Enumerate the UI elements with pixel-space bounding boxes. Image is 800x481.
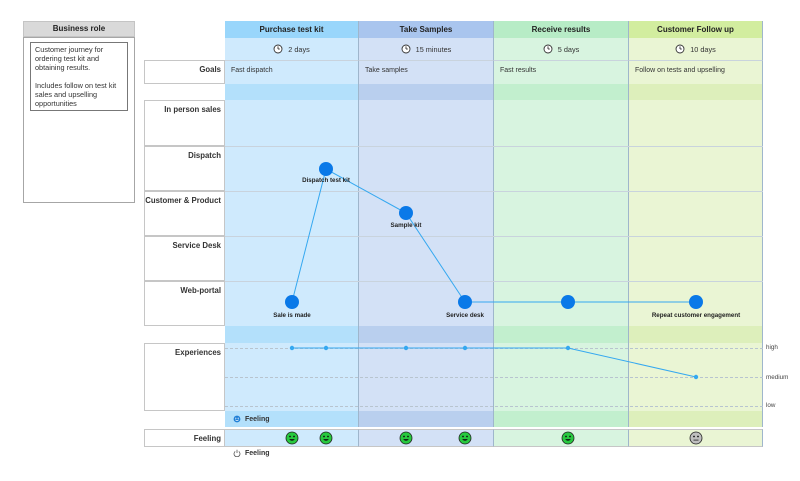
touchpoint-label-sample-kit: Sample kit [390,222,422,229]
phase-band-feeling [225,411,359,427]
touchpoint-node[interactable] [285,295,299,309]
experience-level-medium: medium [766,374,789,381]
phase-band-mid [359,326,494,343]
phase-band-mid [629,326,763,343]
phase-column-receive-results [494,84,629,426]
feeling-cell [494,429,629,447]
lane-separator [225,281,763,282]
experience-level-line-low [225,406,763,407]
phase-duration: 15 minutes [359,38,494,60]
phase-duration: 5 days [494,38,629,60]
touchpoint-node[interactable] [399,206,413,220]
phase-band-top [225,84,359,100]
touchpoint-label-service-desk: Service desk [446,312,484,319]
phase-header-receive-results[interactable]: Receive results [494,21,629,38]
phase-duration-text: 5 days [557,44,580,54]
feeling-footer-text: Feeling [245,449,270,457]
business-role-header: Business role [23,21,135,37]
lane-customer-product: Customer & Product [144,191,225,236]
feeling-toggle-icon [233,415,241,423]
happy-face-icon[interactable] [285,431,299,445]
feeling-footer[interactable]: Feeling [233,447,270,459]
phase-duration-text: 10 days [690,44,716,54]
lane-feeling: Feeling [144,429,225,447]
lane-service-desk: Service Desk [144,236,225,281]
phase-band-mid [494,326,629,343]
experience-point[interactable] [462,345,468,351]
phase-goal: Fast results [494,60,629,84]
touchpoint-node[interactable] [689,295,703,309]
phase-column-take-samples [359,84,494,426]
phase-duration-text: 2 days [288,44,310,54]
phase-band-top [494,84,629,100]
business-role-description[interactable]: Customer journey for ordering test kit a… [30,42,128,111]
happy-face-icon[interactable] [399,431,413,445]
lane-separator [225,146,763,147]
touchpoint-label-dispatch-test-kit: Dispatch test kit [302,177,350,184]
phase-header-customer-follow-up[interactable]: Customer Follow up [629,21,763,38]
touchpoint-node[interactable] [458,295,472,309]
happy-face-icon[interactable] [561,431,575,445]
experience-point[interactable] [565,345,571,351]
clock-icon [543,44,553,54]
feeling-band-label[interactable]: Feeling [233,411,270,427]
lane-in-person-sales: In person sales [144,100,225,146]
experience-point[interactable] [289,345,295,351]
phase-goal: Follow on tests and upselling [629,60,763,84]
phase-column-purchase-test-kit [225,84,359,426]
neutral-face-icon[interactable] [689,431,703,445]
experience-level-low: low [766,402,776,409]
touchpoint-flow-line [291,168,696,303]
phase-band-feeling [629,411,763,427]
lane-separator [225,191,763,192]
phase-duration: 2 days [225,38,359,60]
clock-icon [273,44,283,54]
lane-separator [225,236,763,237]
lane-dispatch: Dispatch [144,146,225,191]
experience-point[interactable] [693,374,699,380]
phase-band-feeling [494,411,629,427]
lane-goals: Goals [144,60,225,84]
experience-point[interactable] [403,345,409,351]
touchpoint-label-sale-is-made: Sale is made [273,312,311,319]
phase-header-purchase-test-kit[interactable]: Purchase test kit [225,21,359,38]
happy-face-icon[interactable] [319,431,333,445]
experience-level-line-medium [225,377,763,378]
phase-band-top [359,84,494,100]
business-role-panel[interactable]: Customer journey for ordering test kit a… [23,37,135,203]
clock-icon [401,44,411,54]
phase-header-take-samples[interactable]: Take Samples [359,21,494,38]
phase-goal: Fast dispatch [225,60,359,84]
touchpoint-label-repeat-customer-engagement: Repeat customer engagement [651,312,741,319]
phase-duration-text: 15 minutes [415,44,452,54]
feeling-band-text: Feeling [245,415,270,423]
phase-duration: 10 days [629,38,763,60]
phase-band-top [629,84,763,100]
lane-experiences: Experiences [144,343,225,411]
clock-icon [675,44,685,54]
touchpoint-node[interactable] [319,162,333,176]
phase-band-mid [225,326,359,343]
phase-goal: Take samples [359,60,494,84]
experience-line [292,347,697,378]
phase-band-feeling [359,411,494,427]
lane-web-portal: Web-portal [144,281,225,326]
phase-column-customer-follow-up [629,84,763,426]
power-icon [233,449,241,457]
touchpoint-node[interactable] [561,295,575,309]
experience-point[interactable] [323,345,329,351]
happy-face-icon[interactable] [458,431,472,445]
experience-level-high: high [766,344,778,351]
feeling-cell [359,429,494,447]
